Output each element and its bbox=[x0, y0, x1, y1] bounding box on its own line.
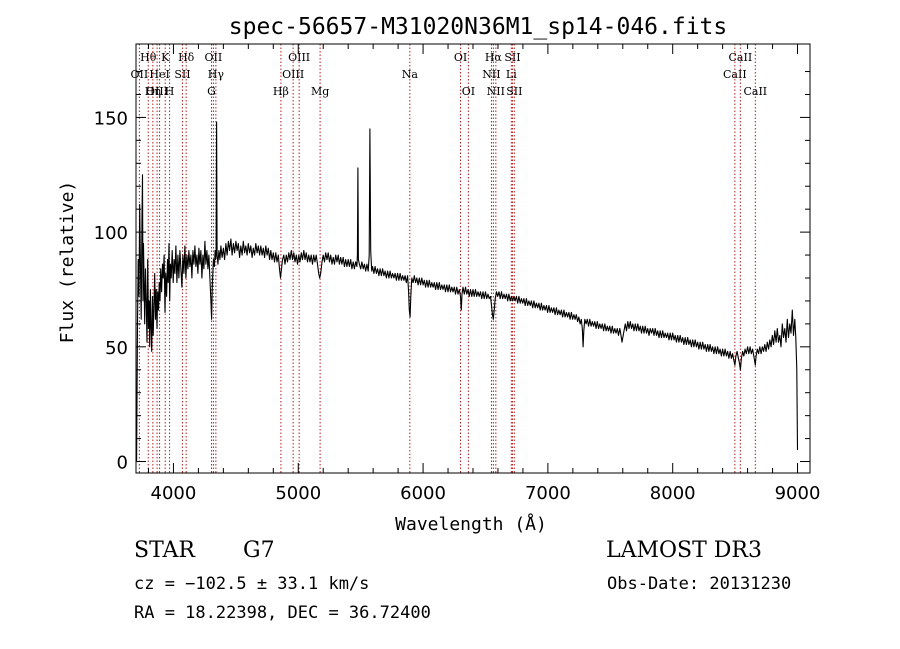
chart-title: spec-56657-M31020N36M1_sp14-046.fits bbox=[229, 14, 728, 40]
y-axis-label: Flux (relative) bbox=[57, 181, 78, 344]
y-tick-label: 100 bbox=[94, 223, 128, 244]
spectral-line-label: OIII bbox=[282, 68, 304, 81]
observation-date: Obs-Date: 20131230 bbox=[607, 574, 792, 594]
spectral-line-label: Hθ bbox=[140, 51, 157, 64]
y-tick-label: 50 bbox=[105, 338, 128, 359]
spectral-line-label: SII bbox=[174, 68, 190, 81]
spectral-line-label: CaII bbox=[729, 51, 753, 64]
spectral-line-label: OII bbox=[205, 51, 223, 64]
survey-name: LAMOST DR3 bbox=[606, 538, 762, 563]
spectral-line-labels: OII Hθ OIII HeI Hη K H SII Hδ G OII Hγ Hβ OIII OIII Mg N… bbox=[131, 51, 768, 98]
axis-ticks: 4000 5000 6000 7000 8000 9000 0 50 100 150 bbox=[94, 44, 821, 504]
spectral-line-label: NII bbox=[487, 85, 505, 98]
spectrum-series bbox=[136, 121, 799, 462]
spectral-line-label: Hη bbox=[145, 85, 161, 98]
spectral-line-label: Na bbox=[402, 68, 419, 81]
x-tick-label: 8000 bbox=[650, 483, 696, 504]
spectral-line-label: H bbox=[165, 85, 175, 98]
spectral-line-label: K bbox=[161, 51, 170, 64]
spectral-line-label: G bbox=[207, 85, 216, 98]
spectral-line-label: Hβ bbox=[273, 85, 289, 98]
x-tick-label: 4000 bbox=[151, 483, 197, 504]
spectral-line-label: OIII bbox=[288, 51, 310, 64]
spectral-line-label: NII bbox=[482, 68, 500, 81]
redshift-velocity: cz = −102.5 ± 33.1 km/s bbox=[134, 574, 370, 594]
spectral-line-label: HeI bbox=[149, 68, 169, 81]
spectral-line-label: OI bbox=[462, 85, 475, 98]
y-tick-label: 0 bbox=[117, 453, 128, 474]
spectral-line-label: Hδ bbox=[178, 51, 195, 64]
spectral-line-label: SII bbox=[506, 85, 522, 98]
object-class: STAR bbox=[134, 538, 195, 563]
y-tick-label: 150 bbox=[94, 108, 128, 129]
spectral-line-markers bbox=[138, 44, 756, 473]
spectral-line-label: OIII bbox=[146, 85, 168, 98]
x-tick-label: 7000 bbox=[525, 483, 571, 504]
spectral-line-label: OI bbox=[454, 51, 467, 64]
spectral-line-label: SII bbox=[504, 51, 520, 64]
x-tick-label: 5000 bbox=[275, 483, 321, 504]
spectral-line-label: OII bbox=[131, 68, 149, 81]
coordinates: RA = 18.22398, DEC = 36.72400 bbox=[134, 603, 431, 623]
spectral-line-label: Li bbox=[506, 68, 517, 81]
x-tick-label: 9000 bbox=[775, 483, 821, 504]
spectral-line-label: CaII bbox=[743, 85, 767, 98]
spectral-line-label: Hα bbox=[485, 51, 503, 64]
spectral-line-label: CaII bbox=[723, 68, 747, 81]
object-subclass: G7 bbox=[243, 538, 275, 563]
spectral-line-label: Hγ bbox=[208, 68, 225, 81]
x-axis-label: Wavelength (Å) bbox=[395, 513, 547, 535]
spectral-line-label: Mg bbox=[311, 85, 329, 98]
spectrum-line bbox=[136, 121, 799, 462]
plot-frame bbox=[135, 43, 811, 474]
x-tick-label: 6000 bbox=[400, 483, 446, 504]
